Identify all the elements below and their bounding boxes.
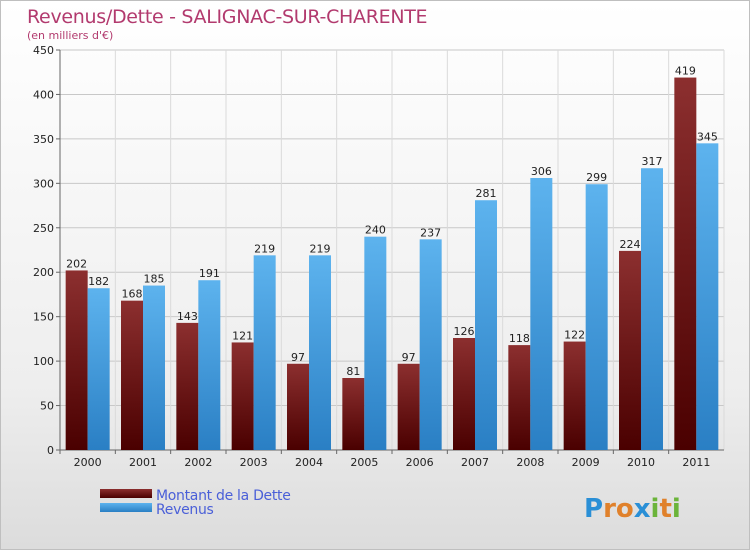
logo-letter: x xyxy=(634,494,651,524)
data-label-debt-2003: 121 xyxy=(232,329,253,342)
data-label-revenue-2003: 219 xyxy=(254,242,275,255)
bar-revenue-2005 xyxy=(364,236,387,450)
logo-letter: t xyxy=(659,494,671,524)
x-tick-label-2009: 2009 xyxy=(572,456,600,469)
legend: Montant de la Dette Revenus xyxy=(100,488,291,518)
bars xyxy=(65,77,719,451)
data-label-debt-2010: 224 xyxy=(620,238,641,251)
bar-revenue-2009 xyxy=(585,184,608,450)
data-label-debt-2009: 122 xyxy=(564,329,585,342)
data-label-debt-2006: 97 xyxy=(402,351,416,364)
bar-revenue-2006 xyxy=(419,239,442,450)
x-tick-label-2002: 2002 xyxy=(184,456,212,469)
y-tick-label: 300 xyxy=(33,177,54,190)
y-tick-label: 0 xyxy=(47,444,54,457)
data-label-revenue-2010: 317 xyxy=(642,155,663,168)
bar-debt-2000 xyxy=(65,270,88,450)
y-tick-label: 450 xyxy=(33,44,54,57)
x-tick-label-2001: 2001 xyxy=(129,456,157,469)
data-label-debt-2007: 126 xyxy=(454,325,475,338)
y-tick-labels: 0 50 100 150 200 250 300 350 400 450 xyxy=(33,44,54,457)
bar-debt-2008 xyxy=(508,345,531,450)
x-tick-label-2004: 2004 xyxy=(295,456,323,469)
logo-letter: i xyxy=(651,494,660,524)
logo-letter: i xyxy=(672,494,681,524)
y-tick-label: 50 xyxy=(40,400,54,413)
data-label-debt-2004: 97 xyxy=(291,351,305,364)
bar-revenue-2010 xyxy=(641,168,663,450)
bar-debt-2010 xyxy=(619,250,641,450)
data-label-debt-2001: 168 xyxy=(122,288,143,301)
logo-letter: o xyxy=(616,494,634,524)
data-label-debt-2005: 81 xyxy=(346,365,360,378)
bar-debt-2004 xyxy=(287,363,309,450)
x-tick-label-2006: 2006 xyxy=(406,456,434,469)
data-label-revenue-2009: 299 xyxy=(586,171,607,184)
y-tick-label: 150 xyxy=(33,311,54,324)
data-label-revenue-2002: 191 xyxy=(199,267,220,280)
data-label-revenue-2008: 306 xyxy=(531,165,552,178)
data-label-revenue-2000: 182 xyxy=(88,275,109,288)
y-tick-label: 400 xyxy=(33,88,54,101)
data-label-debt-2011: 419 xyxy=(675,65,696,78)
x-tick-label-2011: 2011 xyxy=(682,456,710,469)
x-tick-label-2000: 2000 xyxy=(74,456,102,469)
data-label-revenue-2001: 185 xyxy=(144,273,165,286)
bar-revenue-2011 xyxy=(696,143,719,451)
logo-letter: P xyxy=(584,494,603,524)
y-tick-label: 250 xyxy=(33,222,54,235)
axes xyxy=(56,49,724,454)
legend-swatch-revenue xyxy=(100,503,152,512)
y-tick-label: 200 xyxy=(33,266,54,279)
legend-label-debt: Montant de la Dette xyxy=(156,488,291,504)
bar-revenue-2001 xyxy=(143,285,165,450)
bar-debt-2011 xyxy=(674,77,697,451)
bar-debt-2001 xyxy=(121,300,143,450)
bar-revenue-2007 xyxy=(475,200,497,450)
proxiti-logo: Proxiti xyxy=(584,494,681,524)
data-label-debt-2002: 143 xyxy=(177,310,198,323)
logo-text: Proxiti xyxy=(584,494,681,524)
x-tick-labels: 2000 2001 2002 2003 2004 2005 2006 2007 2008 2009… xyxy=(74,456,711,469)
bar-debt-2006 xyxy=(397,363,420,450)
legend-swatch-debt xyxy=(100,489,152,498)
bar-revenue-2000 xyxy=(87,288,110,450)
data-label-debt-2008: 118 xyxy=(509,332,530,345)
x-tick-label-2005: 2005 xyxy=(350,456,378,469)
chart-title: Revenus/Dette - SALIGNAC-SUR-CHARENTE xyxy=(27,6,427,28)
data-label-debt-2000: 202 xyxy=(66,257,87,270)
legend-label-revenue: Revenus xyxy=(156,502,214,518)
data-label-revenue-2006: 237 xyxy=(420,226,441,239)
data-label-revenue-2004: 219 xyxy=(310,242,331,255)
logo-letter: r xyxy=(603,494,616,524)
bar-revenue-2003 xyxy=(253,255,276,450)
bar-debt-2002 xyxy=(176,322,199,450)
x-tick-label-2003: 2003 xyxy=(240,456,268,469)
data-label-revenue-2005: 240 xyxy=(365,224,386,237)
x-tick-label-2007: 2007 xyxy=(461,456,489,469)
bar-debt-2009 xyxy=(563,341,586,450)
bar-debt-2007 xyxy=(453,338,475,450)
x-tick-label-2008: 2008 xyxy=(516,456,544,469)
data-label-revenue-2011: 345 xyxy=(697,130,718,143)
chart-subtitle: (en milliers d'€) xyxy=(27,29,113,42)
bar-debt-2005 xyxy=(342,378,365,450)
y-tick-label: 100 xyxy=(33,355,54,368)
bar-debt-2003 xyxy=(231,342,254,450)
bar-revenue-2008 xyxy=(530,178,553,450)
bar-revenue-2004 xyxy=(309,255,331,450)
data-label-revenue-2007: 281 xyxy=(476,187,497,200)
bar-revenue-2002 xyxy=(198,280,221,450)
x-tick-label-2010: 2010 xyxy=(627,456,655,469)
y-tick-label: 350 xyxy=(33,133,54,146)
